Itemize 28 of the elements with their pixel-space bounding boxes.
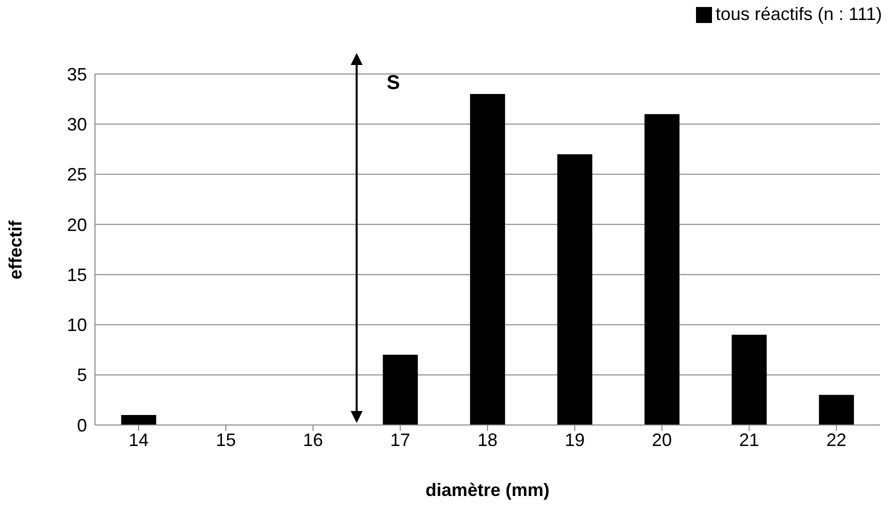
y-tick-label: 15 — [66, 264, 87, 285]
y-tick-label: 25 — [66, 164, 87, 185]
bar — [470, 94, 506, 425]
x-tick-label: 18 — [477, 430, 498, 450]
x-tick-label: 14 — [128, 430, 149, 450]
x-tick-label: 16 — [303, 430, 324, 450]
x-tick-label: 17 — [390, 430, 410, 450]
bar — [732, 334, 767, 425]
x-tick-label: 21 — [739, 430, 760, 450]
x-tick-label: 15 — [216, 430, 236, 450]
legend-label: tous réactifs (n : 111) — [716, 4, 882, 24]
x-axis-title: diamètre (mm) — [425, 480, 550, 500]
y-tick-label: 5 — [76, 365, 87, 386]
y-tick-label: 0 — [76, 415, 87, 436]
y-tick-label: 30 — [66, 114, 87, 135]
y-tick-label: 20 — [66, 214, 87, 235]
bar — [382, 354, 418, 425]
annotation: S — [386, 72, 400, 94]
x-tick-label: 20 — [652, 430, 672, 450]
bar — [818, 394, 854, 425]
y-tick-label: 10 — [66, 315, 87, 336]
y-tick-label: 35 — [66, 64, 87, 84]
bar — [121, 414, 156, 425]
bar — [644, 114, 680, 425]
x-tick-label: 19 — [564, 430, 585, 450]
bar — [557, 154, 592, 425]
x-tick-label: 22 — [826, 430, 846, 450]
y-axis-title: effectif — [5, 219, 26, 280]
